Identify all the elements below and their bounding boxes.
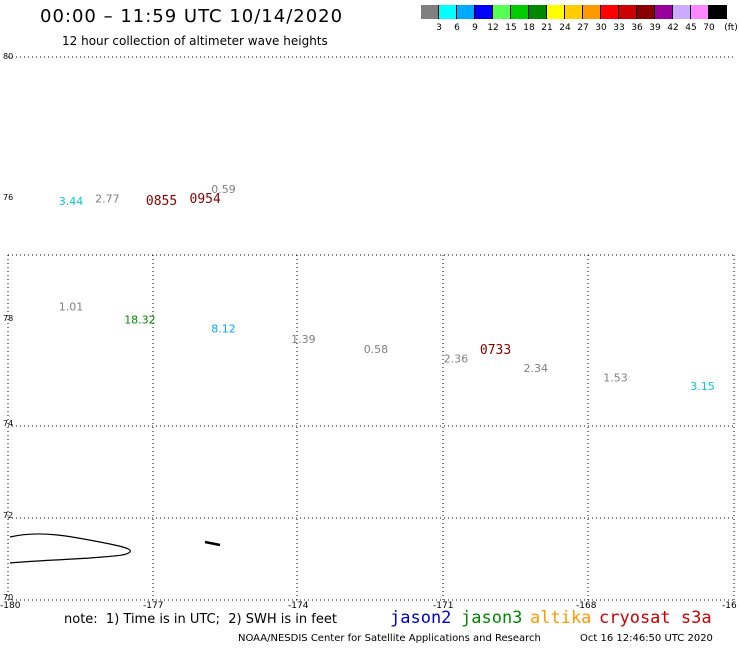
wave-height-label: 3.15 [690,380,715,393]
legend-label: 6 [454,23,460,33]
lat-tick-label: 74 [3,419,13,428]
legend-label: 12 [487,23,499,33]
lon-tick-label: -180 [0,601,21,611]
map-subtitle: 12 hour collection of altimeter wave hei… [62,34,328,48]
pass-time-label: 0733 [480,343,511,358]
legend-swatch [637,5,655,19]
wave-height-label: 3.44 [59,195,84,208]
wave-height-label: 2.36 [444,353,469,366]
legend-swatch [565,5,583,19]
legend-swatch [709,5,727,19]
legend-label: 33 [613,23,625,33]
legend-label: 24 [559,23,571,33]
observations: 0.59 2.77 3.44 0954 0855 1.01 18.32 8.12 1.39 0.5… [59,183,715,393]
legend-swatch [511,5,529,19]
legend-label: 70 [703,23,715,33]
lat-tick-label: 72 [3,511,13,520]
legend-swatch [439,5,457,19]
legend-label: 42 [667,23,679,33]
coastline-west [9,533,131,564]
legend-swatch [547,5,565,19]
satellite-name: jason2 [390,608,452,628]
coastline [9,533,221,564]
legend-label: 36 [631,23,643,33]
lon-tick-label: -174 [288,601,309,611]
legend-label: 15 [505,23,517,33]
legend-swatch [421,5,439,19]
legend-label: 30 [595,23,607,33]
satellite-name: jason3 [461,608,523,628]
lon-tick-label: -16 [722,601,737,611]
legend-label: 21 [541,23,553,33]
wave-height-label: 1.53 [603,372,628,385]
wave-height-label: 18.32 [124,314,156,327]
legend-swatch [691,5,709,19]
lat-tick-label: 70 [3,593,13,602]
legend-swatch [475,5,493,19]
coastline-islet [204,540,221,547]
legend-label: 9 [472,23,478,33]
legend-swatch [601,5,619,19]
legend-label: 3 [436,23,442,33]
legend-label: 27 [577,23,589,33]
satellite-name: cryosat s3a [599,608,712,628]
legend-swatch [583,5,601,19]
wave-height-label: 0.59 [211,183,236,196]
legend-swatch [619,5,637,19]
satellite-name: altika [530,608,592,628]
footer-timestamp: Oct 16 12:46:50 UTC 2020 [580,633,713,644]
legend-swatch [457,5,475,19]
lat-tick-label: 80 [3,52,13,61]
lon-tick-label: -177 [143,601,163,611]
legend-unit: (ft) [724,23,738,33]
legend-label: 45 [685,23,697,33]
legend-swatch [493,5,511,19]
wave-height-label: 0.58 [364,343,389,356]
legend-swatch [655,5,673,19]
map-grid [7,56,735,601]
legend-label: 18 [523,23,535,33]
footer-credit: NOAA/NESDIS Center for Satellite Applica… [238,633,541,644]
bottom-note: note: 1) Time is in UTC; 2) SWH is in fe… [64,612,337,627]
wave-height-label: 2.34 [524,362,549,375]
wave-height-label: 1.01 [59,301,84,314]
lat-tick-label: 76 [3,193,13,202]
legend-swatch [673,5,691,19]
pass-time-label: 0954 [190,192,221,207]
lat-tick-label: 78 [3,314,13,323]
wave-height-label: 8.12 [211,323,236,336]
wave-height-label: 2.77 [95,193,120,206]
lon-tick-label: -168 [576,601,597,611]
map-title: 00:00 – 11:59 UTC 10/14/2020 [40,6,344,27]
legend-label: 39 [649,23,661,33]
pass-time-label: 0855 [146,194,177,209]
axis-ticks: -180 -177 -174 -171 -168 -16 80 76 78 74 72 70 [0,52,737,611]
legend-swatch [529,5,547,19]
lon-tick-label: -171 [433,601,453,611]
wave-height-label: 1.39 [291,333,316,346]
